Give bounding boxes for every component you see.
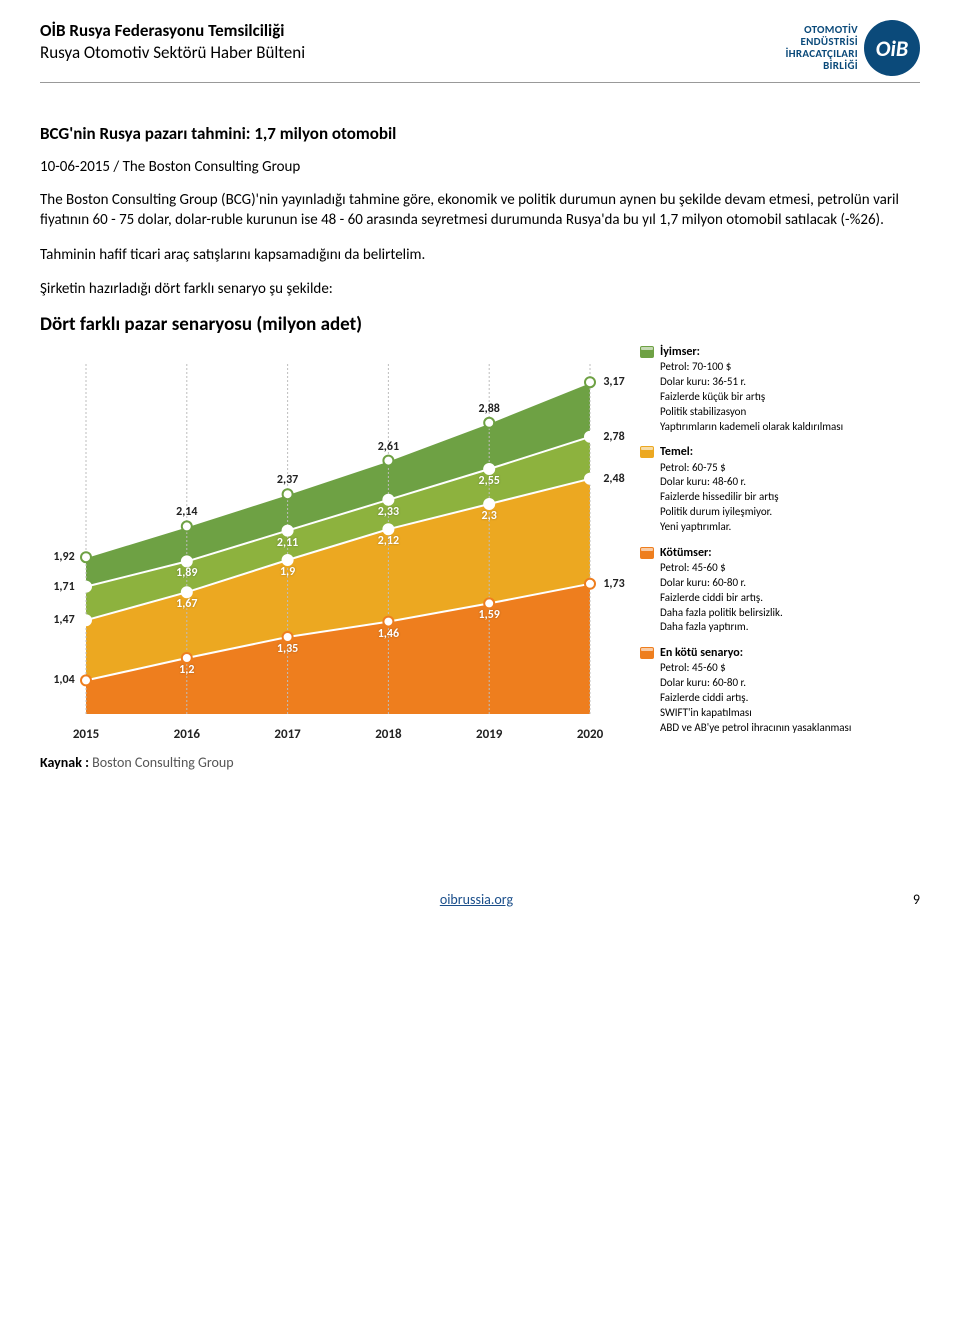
article-meta: 10-06-2015 / The Boston Consulting Group <box>40 158 920 176</box>
chart-value-label: 1,67 <box>176 597 197 611</box>
chart-value-label: 2,78 <box>603 430 624 444</box>
chart-value-label: 2,37 <box>277 473 298 487</box>
legend-item-pessimistic: Kötümser:Petrol: 45-60 $Dolar kuru: 60-8… <box>640 545 920 635</box>
legend-item-base: Temel:Petrol: 60-75 $Dolar kuru: 48-60 r… <box>640 444 920 534</box>
article-p3: Şirketin hazırladığı dört farklı senaryo… <box>40 279 920 299</box>
legend-line: Faizlerde hissedilir bir artış <box>660 490 920 505</box>
legend-title: En kötü senaryo: <box>660 645 920 661</box>
legend-line: Yeni yaptırımlar. <box>660 520 920 535</box>
legend-swatch-icon <box>640 446 654 458</box>
legend-line: Daha fazla yaptırım. <box>660 620 920 635</box>
chart-value-label: 3,17 <box>603 375 624 389</box>
chart-x-label: 2018 <box>375 727 401 742</box>
footer-page: 9 <box>913 891 920 908</box>
chart-value-label: 1,59 <box>479 608 500 622</box>
chart-value-label: 1,71 <box>53 580 74 594</box>
chart-value-label: 2,48 <box>603 472 624 486</box>
legend-swatch-icon <box>640 647 654 659</box>
chart-title: Dört farklı pazar senaryosu (milyon adet… <box>40 313 920 336</box>
chart-value-label: 1,46 <box>378 627 399 641</box>
chart-area: 1,92 1,71 1,47 1,04 2,14 2,37 2,61 2,88 3,17 1,89… <box>40 344 630 744</box>
source-label: Kaynak : <box>40 754 89 771</box>
article-p2: Tahminin hafif ticari araç satışlarını k… <box>40 245 920 265</box>
legend-line: Dolar kuru: 36-51 r. <box>660 375 920 390</box>
legend-line: Petrol: 45-60 $ <box>660 661 920 676</box>
logo-circle-icon: OiB <box>864 20 920 76</box>
header-text: OİB Rusya Federasyonu Temsilciliği Rusya… <box>40 20 305 64</box>
legend-line: Faizlerde ciddi bir artış. <box>660 591 920 606</box>
legend-line: Petrol: 45-60 $ <box>660 561 920 576</box>
legend-title: Temel: <box>660 444 920 460</box>
chart-value-label: 1,47 <box>53 613 74 627</box>
legend-title: İyimser: <box>660 344 920 360</box>
article-p1: The Boston Consulting Group (BCG)'nin ya… <box>40 190 920 231</box>
header-line2: Rusya Otomotiv Sektörü Haber Bülteni <box>40 42 305 64</box>
chart-container: 1,92 1,71 1,47 1,04 2,14 2,37 2,61 2,88 3,17 1,89… <box>40 344 920 746</box>
legend-line: Yaptırımların kademeli olarak kaldırılma… <box>660 420 920 435</box>
source-value: Boston Consulting Group <box>92 754 234 771</box>
legend-swatch-icon <box>640 547 654 559</box>
chart-value-label: 1,04 <box>53 673 74 687</box>
legend-line: Dolar kuru: 48-60 r. <box>660 475 920 490</box>
chart-value-label: 2,55 <box>479 474 500 488</box>
legend-line: Faizlerde küçük bir artış <box>660 390 920 405</box>
chart-value-label: 2,3 <box>482 509 497 523</box>
chart-value-label: 2,14 <box>176 505 197 519</box>
chart-source: Kaynak : Boston Consulting Group <box>40 754 920 771</box>
chart-value-label: 1,73 <box>603 577 624 591</box>
chart-x-label: 2019 <box>476 727 502 742</box>
legend-swatch-icon <box>640 346 654 358</box>
legend-item-worst: En kötü senaryo:Petrol: 45-60 $Dolar kur… <box>640 645 920 735</box>
chart-legend: İyimser:Petrol: 70-100 $Dolar kuru: 36-5… <box>640 344 920 746</box>
footer-site: oibrussia.org <box>440 891 513 908</box>
chart-value-label: 1,89 <box>176 566 197 580</box>
header-line1: OİB Rusya Federasyonu Temsilciliği <box>40 20 305 42</box>
chart-x-label: 2015 <box>73 727 99 742</box>
chart-value-label: 1,2 <box>179 663 194 677</box>
legend-line: Petrol: 60-75 $ <box>660 461 920 476</box>
legend-line: Politik durum iyileşmiyor. <box>660 505 920 520</box>
page-header: OİB Rusya Federasyonu Temsilciliği Rusya… <box>40 20 920 83</box>
legend-line: Daha fazla politik belirsizlik. <box>660 606 920 621</box>
chart-x-label: 2016 <box>174 727 200 742</box>
legend-line: Dolar kuru: 60-80 r. <box>660 576 920 591</box>
legend-line: Petrol: 70-100 $ <box>660 360 920 375</box>
legend-line: ABD ve AB'ye petrol ihracının yasaklanma… <box>660 721 920 736</box>
chart-value-label: 1,92 <box>53 550 74 564</box>
chart-value-label: 2,61 <box>378 440 399 454</box>
legend-line: Faizlerde ciddi artış. <box>660 691 920 706</box>
legend-line: Politik stabilizasyon <box>660 405 920 420</box>
chart-value-label: 2,33 <box>378 505 399 519</box>
chart-value-label: 1,9 <box>280 565 295 579</box>
chart-value-label: 2,88 <box>479 402 500 416</box>
legend-title: Kötümser: <box>660 545 920 561</box>
chart-value-label: 2,11 <box>277 536 298 550</box>
logo-text: OTOMOTİV ENDÜSTRİSİ İHRACATÇILARI BİRLİĞ… <box>785 24 858 72</box>
chart-x-label: 2017 <box>274 727 300 742</box>
legend-item-optimistic: İyimser:Petrol: 70-100 $Dolar kuru: 36-5… <box>640 344 920 434</box>
chart-value-label: 1,35 <box>277 642 298 656</box>
article-title: BCG'nin Rusya pazarı tahmini: 1,7 milyon… <box>40 123 920 144</box>
page-footer: oibrussia.org 9 <box>40 891 920 908</box>
logo: OTOMOTİV ENDÜSTRİSİ İHRACATÇILARI BİRLİĞ… <box>785 20 920 76</box>
legend-line: SWIFT'in kapatılması <box>660 706 920 721</box>
chart-x-label: 2020 <box>577 727 603 742</box>
chart-svg <box>40 344 630 744</box>
chart-value-label: 2,12 <box>378 534 399 548</box>
legend-line: Dolar kuru: 60-80 r. <box>660 676 920 691</box>
